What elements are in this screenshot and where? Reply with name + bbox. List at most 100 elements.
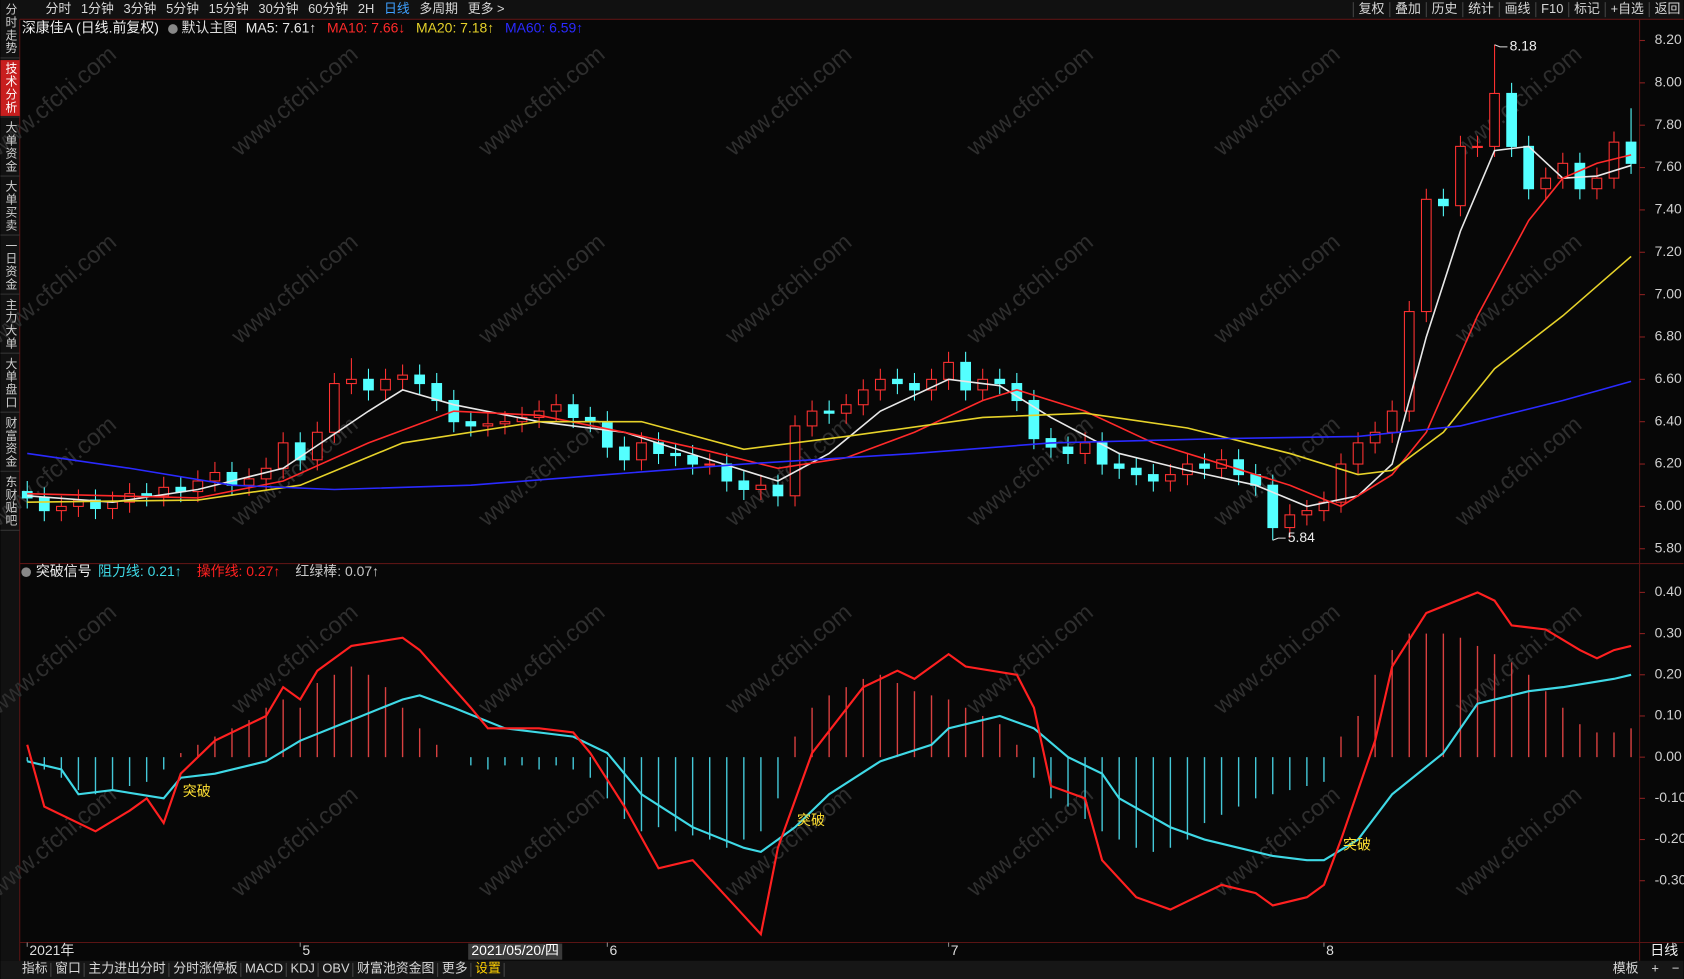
sidebar-tab[interactable]: 财富资金 [4,416,18,468]
candle-body [755,484,767,490]
candle-body [107,501,118,510]
candle-body [294,442,306,461]
candle-body [960,361,972,391]
candle-body [840,404,852,414]
breakout-label: 突破 [1343,836,1371,852]
ma-line [27,255,1632,503]
y-tick-label: 7.80 [1655,116,1682,132]
period-tab[interactable]: 日线 [384,1,410,16]
sidebar-tab[interactable]: 大单资金 [4,121,18,173]
y-tick-label: -0.20 [1655,830,1684,846]
main-chart-label[interactable]: 默认主图 [181,20,237,36]
sidebar-tab[interactable]: 大单盘口 [4,357,18,409]
bottom-tab[interactable]: 窗口 [55,961,81,976]
indicator-line [26,591,1632,937]
period-tab[interactable]: 1分钟 [81,1,114,16]
sidebar-tab[interactable]: 一日资金 [4,239,18,291]
period-tab[interactable]: 多周期 [419,1,458,16]
candle-body [141,493,153,497]
candle-body [687,455,699,465]
bottom-tab[interactable]: MACD [245,961,283,976]
candle-body [1506,92,1517,147]
x-tick-label: 7 [951,942,959,958]
period-tab[interactable]: 2H [358,1,374,16]
tool-button[interactable]: 叠加 [1395,1,1421,16]
candle-body [90,499,101,510]
sidebar-tab[interactable]: 大单买卖 [4,180,18,232]
candle-body [1079,442,1091,454]
legend-entry: 操作线: 0.27↑ [197,563,281,579]
bottom-tab[interactable]: OBV [322,961,350,976]
sidebar-bg [0,0,20,961]
sidebar-tab[interactable]: 技术分析 [4,62,18,114]
bottom-tab[interactable]: 分时涨停板 [173,961,238,976]
bottom-tab[interactable]: KDJ [291,961,315,976]
x-tick-label: 2021年 [29,942,74,958]
bottom-right-button[interactable]: 模板 [1613,961,1639,976]
candle-body [243,478,255,486]
candle-body [414,374,426,385]
ma-line [27,380,1632,491]
cursor-date-bg [468,943,563,960]
period-tab[interactable]: 更多 > [468,1,505,16]
candle-body [124,493,135,503]
period-tab[interactable]: 分时 [45,1,71,16]
sidebar-tab[interactable]: 东财贴吧 [4,476,18,527]
sidebar-tab[interactable]: 分时走势 [4,3,18,55]
indicator-title: 突破信号 [36,563,92,579]
y-tick-label: 8.00 [1655,74,1682,90]
y-tick-label: -0.30 [1655,871,1684,887]
y-tick-label: 6.40 [1655,412,1682,428]
candle-body [1233,459,1244,476]
bottom-tab[interactable]: 设置 [475,961,501,976]
extreme-marker [1272,537,1286,541]
candle-body [346,378,357,385]
y-tick-label: 6.80 [1655,328,1682,344]
y-tick-label: -0.10 [1655,789,1684,805]
candle-body [1335,463,1347,503]
tool-button[interactable]: 历史 [1432,1,1458,16]
bottom-right-button[interactable]: − [1672,961,1680,976]
y-tick-label: 0.20 [1655,665,1682,681]
tool-button[interactable]: 标记 [1574,1,1600,16]
candle-body [1165,474,1176,482]
ma-line [27,145,1632,508]
candle-body [857,389,869,406]
period-tab[interactable]: 3分钟 [123,1,156,16]
sidebar-tab[interactable]: 主力大单 [4,298,18,350]
period-tab[interactable]: 5分钟 [166,1,199,16]
period-tab[interactable]: 30分钟 [258,1,298,16]
candle-body [1369,431,1381,444]
extreme-marker [1494,44,1508,48]
tool-button[interactable]: 统计 [1468,1,1494,16]
tool-button[interactable]: +自选 [1611,1,1644,16]
candle-body [1267,484,1279,529]
candle-body [55,505,67,512]
period-tab[interactable]: 60分钟 [308,1,348,16]
candle-body [397,374,408,380]
legend-entry: MA5: 7.61↑ [246,20,317,36]
candle-body [670,452,681,457]
tool-button[interactable]: F10 [1541,1,1563,16]
candle-body [1472,145,1483,148]
candle-body [567,404,579,418]
bottom-tab[interactable]: 主力进出分时 [88,961,165,976]
bottom-tab[interactable]: 财富池资金图 [357,961,434,976]
candle-body [721,463,733,482]
bottom-tab[interactable]: 指标 [22,961,48,976]
candle-body [909,383,920,391]
candle-body [874,378,886,391]
tool-button[interactable]: 复权 [1359,1,1385,16]
period-tab[interactable]: 15分钟 [209,1,249,16]
tool-button[interactable]: 画线 [1505,1,1531,16]
tool-button[interactable]: 返回 [1655,1,1681,16]
bottom-right-button[interactable]: + [1651,961,1659,976]
toolbar-bg [0,0,1684,20]
candle-body [192,480,204,493]
candle-body [704,463,716,466]
bottom-tab[interactable]: 更多 [442,961,468,976]
candle-body [823,410,835,414]
y-tick-label: 5.80 [1655,539,1682,555]
y-tick-label: 6.00 [1655,497,1682,513]
candle-body [1028,399,1040,440]
